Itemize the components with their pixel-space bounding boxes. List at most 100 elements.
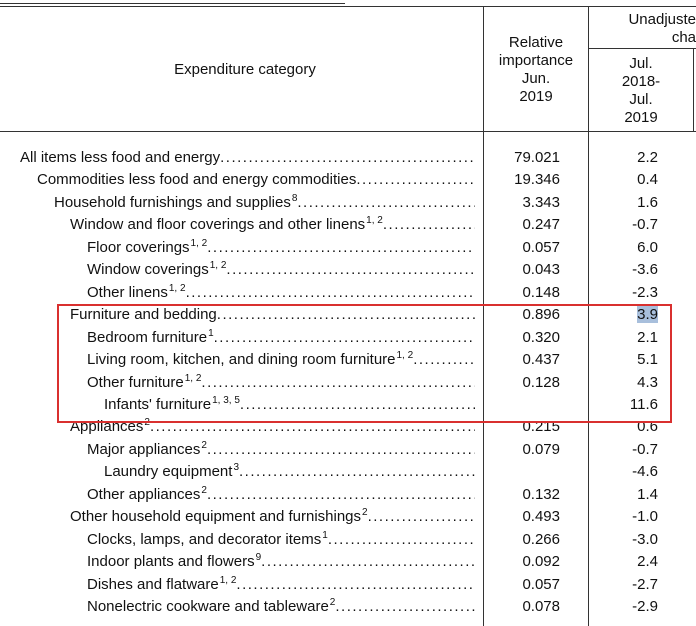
category-text: Indoor plants and flowers [87, 553, 255, 571]
category-name: Other appliances2 [87, 484, 207, 506]
header-line: importance [498, 52, 574, 69]
change-text: 2.1 [637, 328, 658, 346]
leader-dots [297, 192, 475, 214]
header-line: 2018- [621, 73, 661, 90]
change-text: -0.7 [632, 440, 658, 458]
category-name: Window coverings1, 2 [87, 259, 226, 281]
row-label: Living room, kitchen, and dining room fu… [87, 349, 475, 371]
category-text: Nonelectric cookware and tableware [87, 598, 329, 615]
category-text: Other furniture [87, 373, 184, 391]
rule [0, 6, 696, 7]
change-text: 3.9 [637, 306, 658, 324]
category-name: Living room, kitchen, and dining room fu… [87, 349, 413, 371]
leader-dots [186, 282, 475, 304]
footnote-ref: 1, 2 [209, 260, 227, 272]
category-text: Clocks, lamps, and decorator items [87, 530, 322, 548]
importance-value: 0.057 [522, 238, 560, 256]
change-value: -0.7 [589, 439, 658, 461]
category-name: Window and floor coverings and other lin… [70, 214, 383, 236]
footnote-ref: 9 [255, 552, 262, 564]
footnote-ref: 1, 2 [190, 237, 208, 249]
category-name: Laundry equipment3 [104, 461, 239, 483]
row-label: Indoor plants and flowers9 [87, 551, 475, 573]
category-text: Commodities less food and energy commodi… [37, 171, 357, 189]
footnote-ref: 1, 2 [366, 215, 383, 227]
change-text: 2.4 [637, 553, 658, 571]
category-text: All items less food and energy [20, 149, 221, 166]
change-text: 0.4 [637, 171, 658, 189]
category-name: Clocks, lamps, and decorator items1 [87, 529, 328, 551]
row-label: Nonelectric cookware and tableware2 [87, 596, 475, 618]
header-category: Expenditure category [174, 61, 316, 78]
row-label: Dishes and flatware1, 2 [87, 574, 475, 596]
change-value: 1.6 [589, 192, 658, 214]
row-label: Window coverings1, 2 [87, 259, 475, 281]
importance-value: 3.343 [522, 193, 560, 211]
leader-dots [328, 529, 475, 551]
change-text: -1.0 [632, 508, 658, 526]
header-line: 2019 [624, 109, 658, 126]
leader-dots [236, 574, 475, 596]
importance-value: 0.437 [522, 351, 560, 369]
importance-value: 0.078 [522, 598, 560, 615]
row-label: Bedroom furniture1 [87, 327, 475, 349]
header-line: Jun. [521, 70, 551, 87]
footnote-ref: 1 [322, 529, 328, 541]
footnote-ref: 8 [291, 192, 298, 204]
importance-value: 19.346 [514, 171, 560, 189]
change-value: 5.1 [589, 349, 658, 371]
category-name: Floor coverings1, 2 [87, 237, 207, 259]
category-text: Dishes and flatware [87, 575, 219, 593]
change-text: -3.6 [632, 261, 658, 279]
leader-dots [207, 237, 475, 259]
leader-dots [239, 461, 475, 483]
header-change-group: Unadjuste cha [600, 11, 696, 47]
category-text: Other appliances [87, 485, 201, 503]
category-name: Major appliances2 [87, 439, 207, 461]
category-name: Commodities less food and energy commodi… [37, 169, 356, 191]
change-text: 5.1 [637, 351, 658, 369]
category-text: Other linens [87, 283, 168, 301]
header-line: cha [671, 29, 696, 46]
header-line: Relative [508, 34, 564, 51]
category-name: Other furniture1, 2 [87, 372, 201, 394]
change-value: 1.4 [589, 484, 658, 506]
change-text: 4.3 [637, 373, 658, 391]
category-name: Infants' furniture1, 3, 5 [104, 394, 240, 416]
importance-value: 79.021 [514, 149, 560, 166]
row-label: Other furniture1, 2 [87, 372, 475, 394]
rule [0, 131, 696, 132]
change-text: -4.6 [632, 463, 658, 481]
category-text: Major appliances [87, 440, 201, 458]
change-text: -0.7 [632, 216, 658, 234]
importance-value: 0.148 [522, 283, 560, 301]
row-label: Window and floor coverings and other lin… [70, 214, 475, 236]
importance-value: 0.266 [522, 530, 560, 548]
category-name: Dishes and flatware1, 2 [87, 574, 236, 596]
change-text: 11.6 [629, 395, 658, 413]
change-value: -2.7 [589, 574, 658, 596]
header-line: Unadjuste [628, 11, 696, 28]
header-line: Jul. [629, 55, 653, 72]
footnote-ref: 3 [233, 462, 239, 474]
change-value: 11.6 [589, 394, 658, 416]
importance-value: 0.057 [522, 575, 560, 593]
importance-value: 0.128 [522, 373, 560, 391]
change-value: 6.0 [589, 237, 658, 259]
category-text: Floor coverings [87, 238, 190, 256]
highlight-box [57, 304, 672, 423]
footnote-ref: 2 [362, 507, 368, 519]
change-value: 2.1 [589, 327, 658, 349]
importance-value: 0.896 [522, 306, 560, 324]
footnote-ref: 2 [201, 484, 207, 496]
row-label: Household furnishings and supplies8 [54, 192, 475, 214]
rule [588, 48, 696, 49]
leader-dots [207, 484, 475, 506]
rule [588, 6, 589, 626]
footnote-ref: 2 [201, 439, 207, 451]
category-text: Household furnishings and supplies [54, 193, 291, 211]
change-text: -2.3 [632, 283, 658, 301]
change-value: -3.0 [589, 529, 658, 551]
footnote-ref: 1, 2 [219, 574, 237, 586]
leader-dots [261, 551, 475, 573]
